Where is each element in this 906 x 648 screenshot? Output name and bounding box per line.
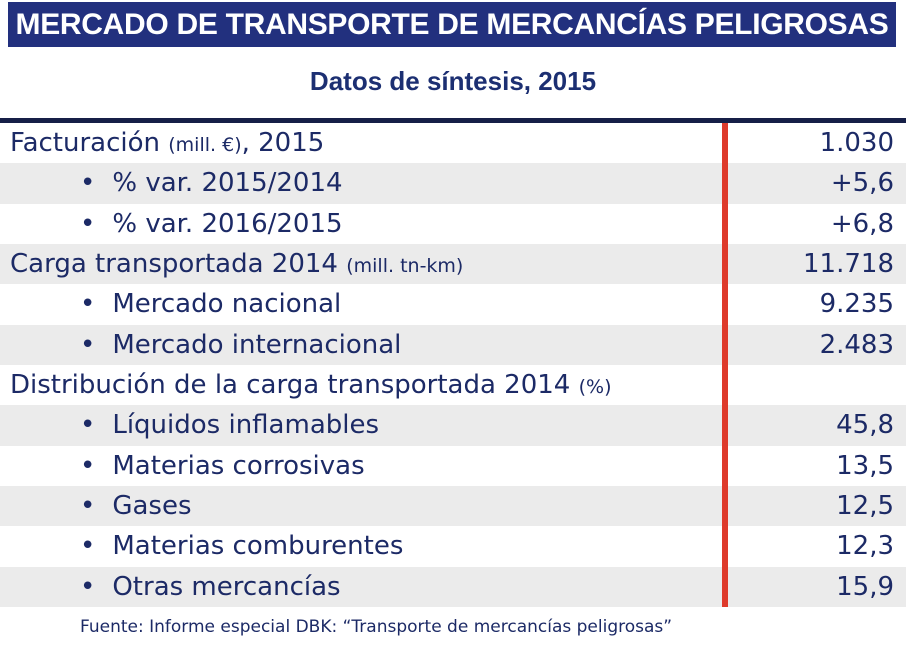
row-label-text: Materias comburentes bbox=[112, 531, 404, 562]
table-top-border bbox=[0, 118, 906, 123]
row-label-text: Mercado nacional bbox=[112, 289, 342, 320]
table-row: • % var. 2016/2015 +6,8 bbox=[0, 204, 906, 244]
row-label: Distribución de la carga transportada 20… bbox=[0, 370, 612, 400]
table-row: Distribución de la carga transportada 20… bbox=[0, 365, 906, 405]
table-row: • % var. 2015/2014 +5,6 bbox=[0, 163, 906, 204]
row-label-text: Mercado internacional bbox=[112, 329, 402, 360]
table-row: • Mercado internacional 2.483 bbox=[0, 324, 906, 365]
table-row: • Materias corrosivas 13,5 bbox=[0, 446, 906, 486]
row-label-text: Líquidos inflamables bbox=[112, 410, 380, 441]
table-row: • Gases 12,5 bbox=[0, 485, 906, 527]
table-row: Facturación (mill. €), 2015 1.030 bbox=[0, 123, 906, 163]
row-label-unit: (%) bbox=[578, 376, 612, 399]
row-value: 12,3 bbox=[836, 531, 894, 562]
row-label-text: Gases bbox=[112, 491, 192, 522]
row-label: • Líquidos inflamables bbox=[0, 410, 379, 440]
data-table: Facturación (mill. €), 2015 1.030 • % var… bbox=[0, 123, 906, 607]
row-label-text: Facturación bbox=[10, 128, 169, 159]
bullet-icon: • bbox=[80, 450, 96, 481]
row-label: • Mercado nacional bbox=[0, 289, 341, 319]
row-label-unit: (mill. tn-km) bbox=[346, 255, 464, 278]
row-label: Facturación (mill. €), 2015 bbox=[0, 128, 324, 158]
subtitle: Datos de síntesis, 2015 bbox=[309, 66, 597, 96]
row-label-suffix: , 2015 bbox=[241, 128, 325, 159]
table-row: • Otras mercancías 15,9 bbox=[0, 566, 906, 607]
header-bar: MERCADO DE TRANSPORTE DE MERCANCÍAS PELI… bbox=[8, 2, 896, 47]
row-value: 45,8 bbox=[836, 410, 894, 441]
row-label: • Mercado internacional bbox=[0, 330, 401, 360]
red-divider-line bbox=[722, 123, 728, 607]
bullet-icon: • bbox=[80, 208, 96, 239]
row-value: 15,9 bbox=[836, 571, 894, 602]
row-value: 12,5 bbox=[836, 491, 894, 522]
row-label: • Materias corrosivas bbox=[0, 451, 365, 481]
bullet-icon: • bbox=[80, 531, 96, 562]
row-label-text: Carga transportada 2014 bbox=[10, 249, 347, 280]
row-label: Carga transportada 2014 (mill. tn-km) bbox=[0, 249, 463, 279]
row-label-text: Otras mercancías bbox=[112, 571, 341, 602]
row-value: +5,6 bbox=[830, 168, 894, 199]
bullet-icon: • bbox=[80, 491, 96, 522]
bullet-icon: • bbox=[80, 571, 96, 602]
row-label: • % var. 2016/2015 bbox=[0, 209, 343, 239]
row-value: 1.030 bbox=[819, 128, 894, 159]
row-value: 2.483 bbox=[819, 329, 894, 360]
source-note: Fuente: Informe especial DBK: “Transport… bbox=[80, 617, 673, 637]
row-value: 13,5 bbox=[836, 450, 894, 481]
table-row: • Materias comburentes 12,3 bbox=[0, 526, 906, 566]
row-value: 9.235 bbox=[819, 289, 894, 320]
row-label: • Gases bbox=[0, 491, 192, 521]
table-row: Carga transportada 2014 (mill. tn-km) 11… bbox=[0, 243, 906, 285]
bullet-icon: • bbox=[80, 410, 96, 441]
page-title: MERCADO DE TRANSPORTE DE MERCANCÍAS PELI… bbox=[15, 7, 889, 41]
bullet-icon: • bbox=[80, 329, 96, 360]
row-value: 11.718 bbox=[803, 249, 894, 280]
row-label-text: % var. 2015/2014 bbox=[112, 168, 343, 199]
table-row: • Líquidos inflamables 45,8 bbox=[0, 405, 906, 446]
row-label-text: Distribución de la carga transportada 20… bbox=[10, 370, 579, 401]
row-label-text: Materias corrosivas bbox=[112, 450, 365, 481]
row-label: • % var. 2015/2014 bbox=[0, 168, 343, 198]
bullet-icon: • bbox=[80, 289, 96, 320]
row-label-unit: (mill. €) bbox=[168, 134, 242, 157]
row-label: • Materias comburentes bbox=[0, 531, 403, 561]
row-label: • Otras mercancías bbox=[0, 572, 341, 602]
row-label-text: % var. 2016/2015 bbox=[112, 208, 343, 239]
bullet-icon: • bbox=[80, 168, 96, 199]
row-value: +6,8 bbox=[830, 208, 894, 239]
table-row: • Mercado nacional 9.235 bbox=[0, 284, 906, 324]
